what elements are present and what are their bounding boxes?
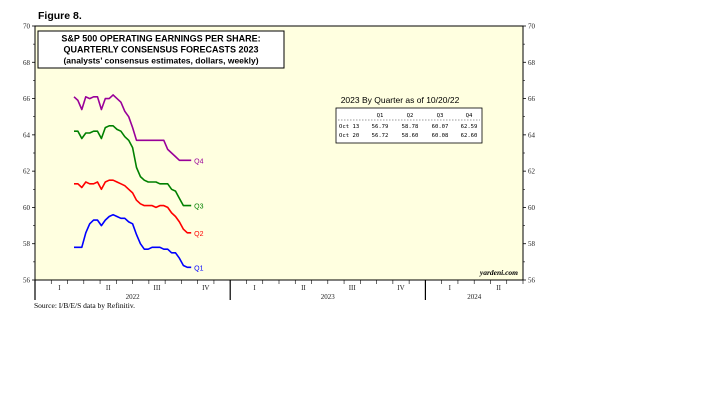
y-tick-label-left: 62 xyxy=(23,168,31,176)
table-cell: Oct 20 xyxy=(339,133,359,139)
x-quarter-label: IV xyxy=(397,284,404,292)
y-tick-label-right: 62 xyxy=(528,168,536,176)
x-quarter-label: II xyxy=(106,284,111,292)
x-quarter-label: III xyxy=(349,284,357,292)
x-quarter-label: I xyxy=(449,284,452,292)
table-cell: 56.79 xyxy=(372,124,389,130)
x-quarter-label: III xyxy=(154,284,162,292)
series-line-q4 xyxy=(73,94,192,162)
y-axis-left: 56 58 60 62 64 66 68 70 xyxy=(23,23,35,285)
chart-note: (analysts’ consensus estimates, dollars,… xyxy=(63,56,258,66)
table-header: Q4 xyxy=(466,113,473,119)
figure-label: Figure 8. xyxy=(38,10,82,22)
y-tick-label-left: 64 xyxy=(23,131,31,139)
y-axis-right: 56 58 60 62 64 66 68 70 xyxy=(523,23,536,285)
y-tick-label-left: 70 xyxy=(23,23,31,31)
series-line-q1 xyxy=(74,213,192,269)
series-label-q4: Q4 xyxy=(194,158,203,165)
x-year-label: 2023 xyxy=(321,293,336,301)
table-cell: 62.59 xyxy=(461,124,478,130)
quarter-table: 2023 By Quarter as of 10/20/22 Q1 Q2 Q3 Q4 O… xyxy=(335,95,483,144)
table-header: Q1 xyxy=(377,113,384,119)
chart-title: S&P 500 OPERATING EARNINGS PER SHARE: xyxy=(61,34,260,44)
x-quarter-label: II xyxy=(496,284,501,292)
x-year-label: 2022 xyxy=(126,293,141,301)
y-tick-label-right: 56 xyxy=(528,277,536,285)
table-cell: 62.60 xyxy=(461,133,478,139)
y-tick-label-left: 58 xyxy=(23,240,31,248)
source-note: Source: I/B/E/S data by Refinitiv. xyxy=(34,301,135,310)
y-tick-label-right: 58 xyxy=(528,240,536,248)
table-header: Q3 xyxy=(437,113,444,119)
x-quarter-label: II xyxy=(301,284,306,292)
series-line-q2 xyxy=(74,179,192,234)
x-quarter-label: I xyxy=(58,284,61,292)
chart-subtitle: QUARTERLY CONSENSUS FORECASTS 2023 xyxy=(63,45,258,55)
series-label-q1: Q1 xyxy=(194,265,203,272)
x-quarter-label: IV xyxy=(202,284,209,292)
y-tick-label-left: 56 xyxy=(23,277,31,285)
y-tick-label-right: 64 xyxy=(528,131,536,139)
y-tick-label-right: 70 xyxy=(528,23,536,31)
table-title: 2023 By Quarter as of 10/20/22 xyxy=(341,95,460,105)
table-cell: Oct 13 xyxy=(339,124,359,130)
y-tick-label-left: 68 xyxy=(23,59,31,67)
watermark: yardeni.com xyxy=(479,268,518,277)
table-cell: 58.60 xyxy=(402,133,419,139)
table-header: Q2 xyxy=(407,113,414,119)
series-label-q3: Q3 xyxy=(194,204,203,211)
table-cell: 60.07 xyxy=(432,124,449,130)
y-tick-label-right: 66 xyxy=(528,95,536,103)
y-tick-label-right: 60 xyxy=(528,204,536,212)
series-label-q2: Q2 xyxy=(194,231,203,238)
y-tick-label-left: 60 xyxy=(23,204,31,212)
table-box xyxy=(335,107,483,144)
y-tick-label-left: 66 xyxy=(23,95,31,103)
x-quarter-label: I xyxy=(253,284,256,292)
series-line-q3 xyxy=(74,125,192,207)
x-year-label: 2024 xyxy=(467,293,482,301)
title-box: S&P 500 OPERATING EARNINGS PER SHARE: QU… xyxy=(37,30,285,69)
table-cell: 58.78 xyxy=(402,124,419,130)
table-cell: 60.08 xyxy=(432,133,449,139)
y-tick-label-right: 68 xyxy=(528,59,536,67)
series-group: Q4 Q3 Q2 Q1 xyxy=(73,94,204,272)
table-cell: 56.72 xyxy=(372,133,389,139)
